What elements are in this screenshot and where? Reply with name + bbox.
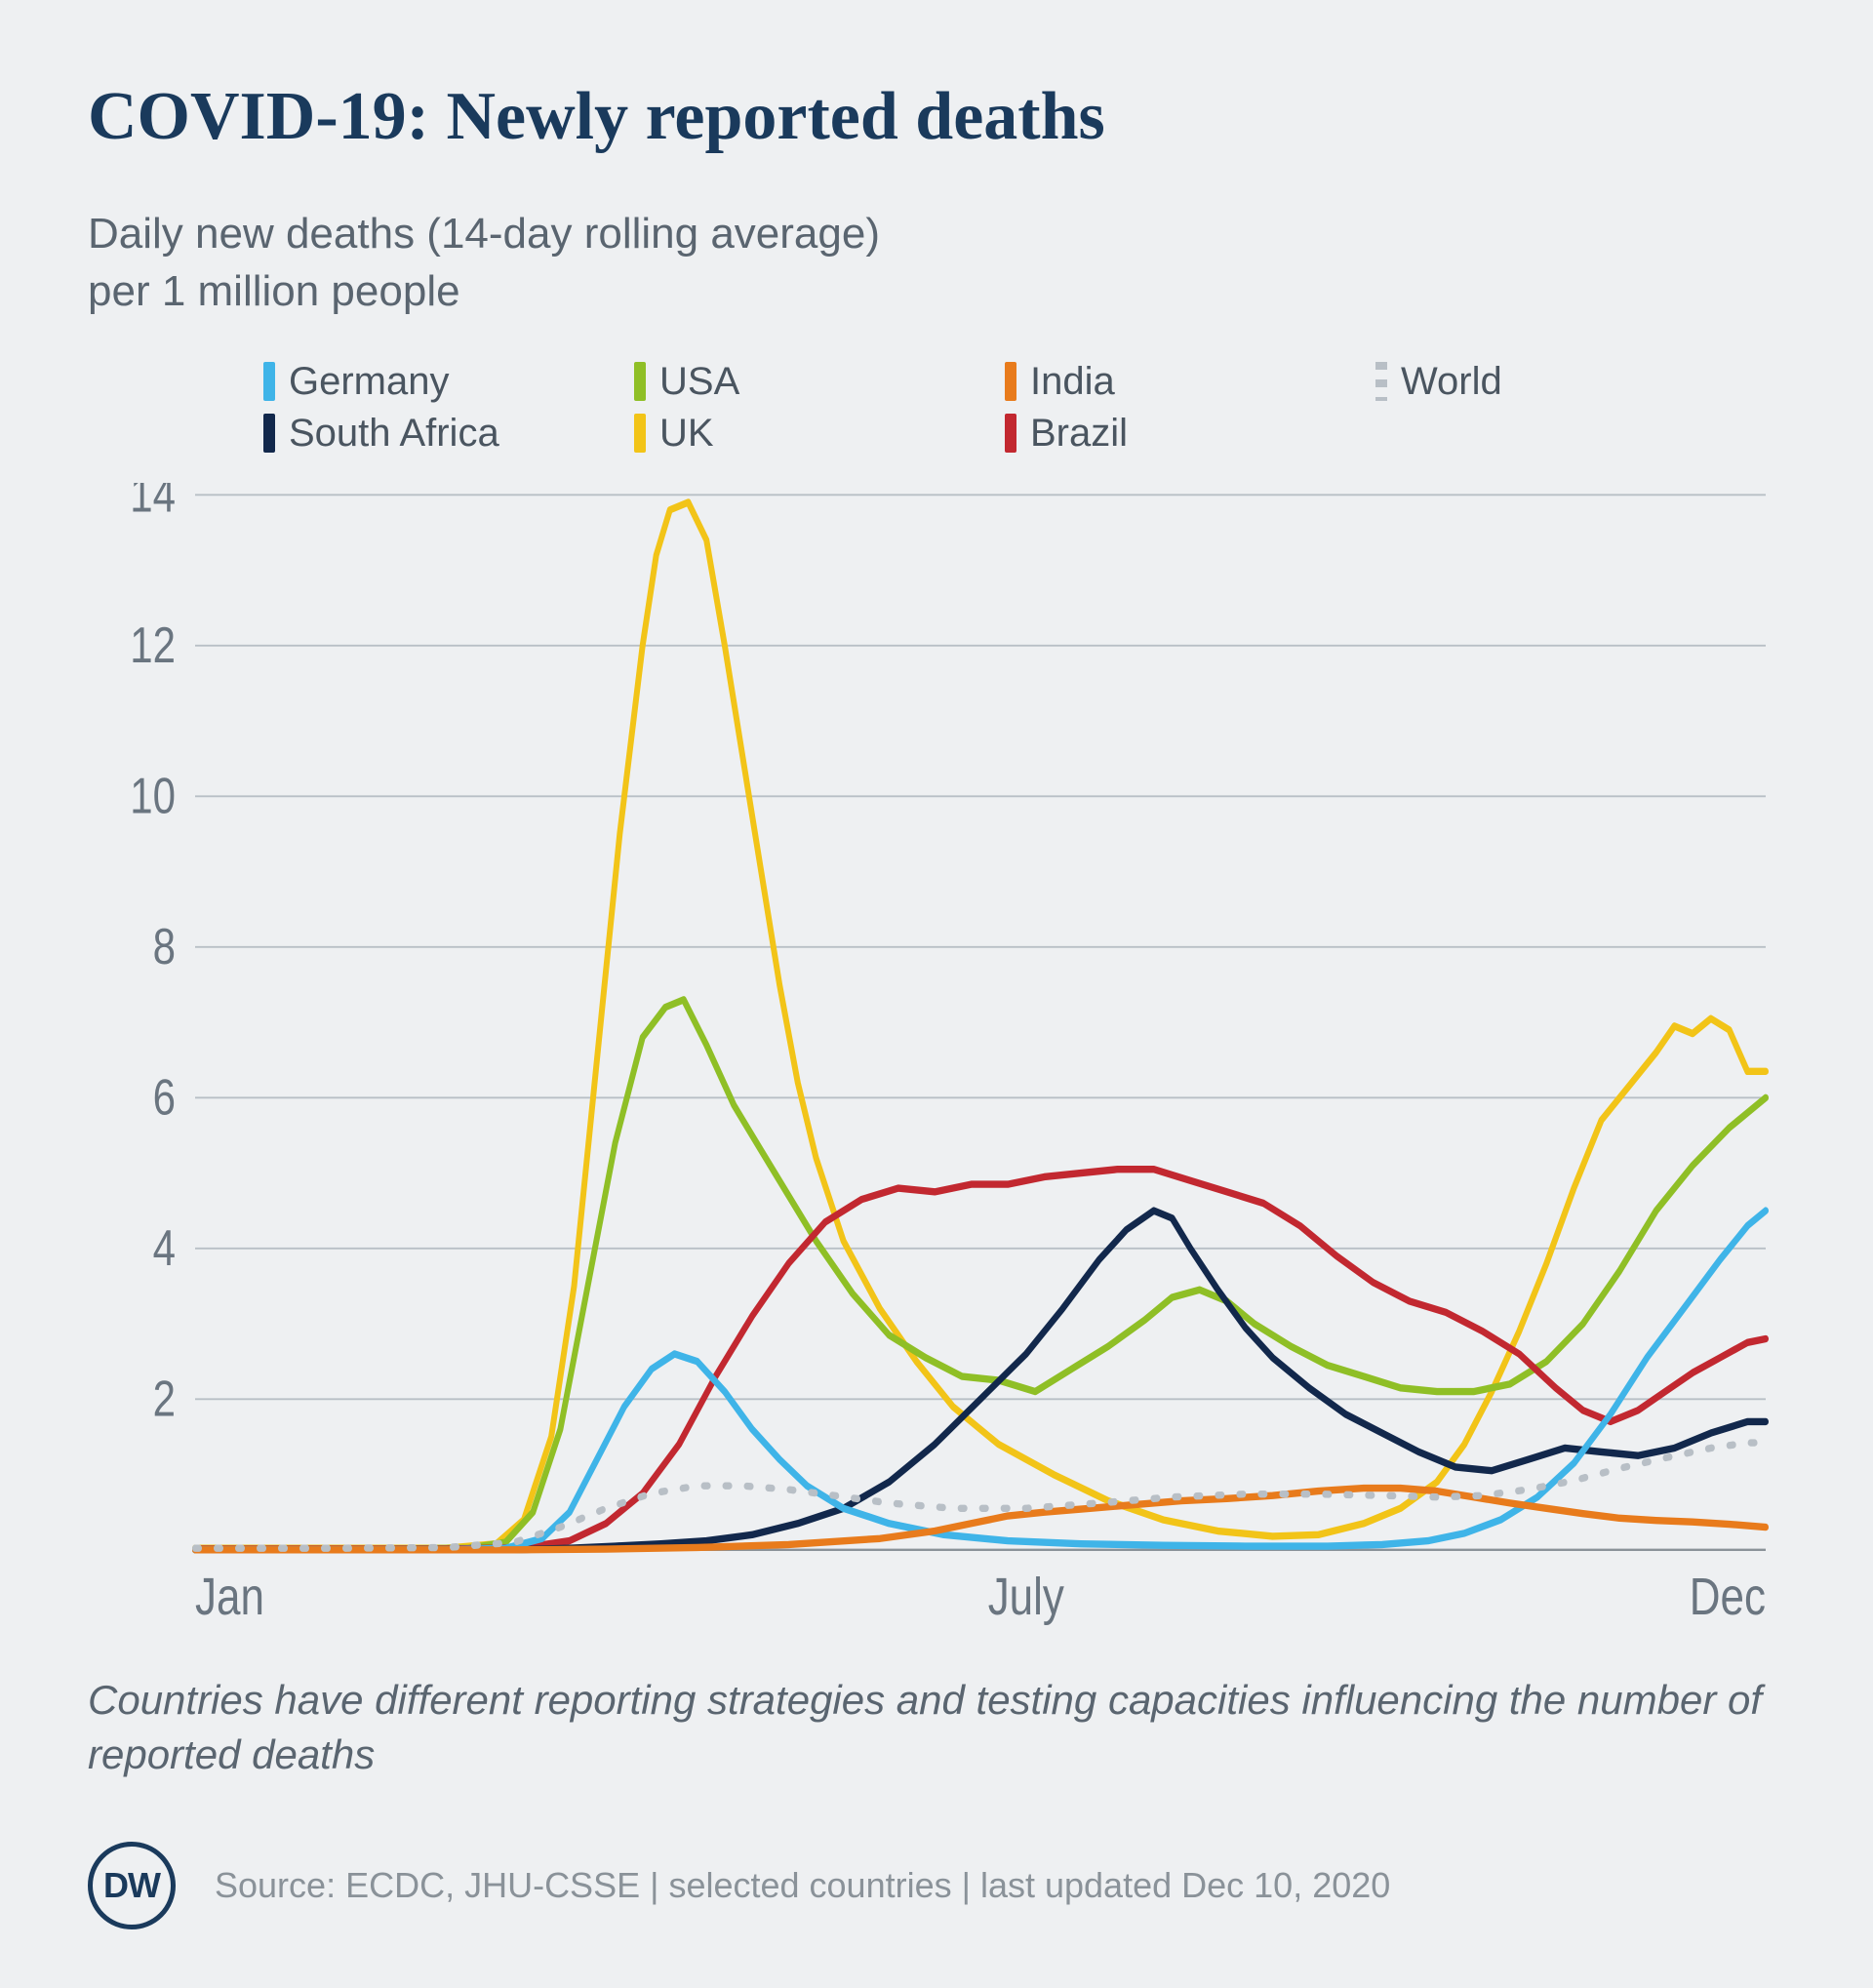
svg-text:8: 8 xyxy=(153,918,176,974)
legend-swatch-icon xyxy=(634,362,646,401)
svg-text:6: 6 xyxy=(153,1068,176,1125)
legend-swatch-icon xyxy=(263,362,275,401)
svg-text:July: July xyxy=(988,1568,1065,1626)
chart-area: 2 4 6 8 10 12 14 Jan July Dec xyxy=(88,483,1785,1634)
legend-label: South Africa xyxy=(289,412,499,456)
legend-label: Germany xyxy=(289,360,450,404)
line-chart-svg: 2 4 6 8 10 12 14 Jan July Dec xyxy=(88,483,1785,1634)
svg-text:14: 14 xyxy=(130,483,176,522)
source-text: Source: ECDC, JHU-CSSE | selected countr… xyxy=(215,1865,1390,1906)
chart-footnote: Countries have different reporting strat… xyxy=(88,1673,1785,1783)
legend-item: World xyxy=(1375,360,1688,404)
legend-swatch-icon xyxy=(263,414,275,453)
dw-logo-icon: DW xyxy=(88,1842,176,1929)
legend-swatch-icon xyxy=(1375,362,1387,401)
chart-subtitle: Daily new deaths (14-day rolling average… xyxy=(88,205,1785,321)
svg-text:Jan: Jan xyxy=(195,1568,264,1626)
legend-item: UK xyxy=(634,412,946,456)
legend: Germany USA India World South Africa UK Brazil xyxy=(263,360,1785,463)
svg-text:2: 2 xyxy=(153,1370,176,1426)
series-uk xyxy=(195,502,1766,1548)
legend-item: India xyxy=(1005,360,1317,404)
footer: DW Source: ECDC, JHU-CSSE | selected cou… xyxy=(88,1842,1785,1929)
svg-text:12: 12 xyxy=(130,616,176,673)
series-usa xyxy=(195,1000,1766,1549)
legend-item: USA xyxy=(634,360,946,404)
legend-item: Brazil xyxy=(1005,412,1317,456)
legend-swatch-icon xyxy=(1005,362,1016,401)
legend-item: Germany xyxy=(263,360,576,404)
legend-swatch-icon xyxy=(634,414,646,453)
svg-text:Dec: Dec xyxy=(1690,1568,1766,1626)
legend-label: World xyxy=(1401,360,1502,404)
legend-label: India xyxy=(1030,360,1115,404)
series-brazil xyxy=(195,1170,1766,1549)
legend-label: Brazil xyxy=(1030,412,1128,456)
chart-title: COVID-19: Newly reported deaths xyxy=(88,78,1785,156)
legend-item: South Africa xyxy=(263,412,576,456)
legend-swatch-icon xyxy=(1005,414,1016,453)
svg-text:10: 10 xyxy=(130,767,176,823)
legend-label: UK xyxy=(659,412,714,456)
svg-text:4: 4 xyxy=(153,1219,176,1276)
legend-label: USA xyxy=(659,360,739,404)
